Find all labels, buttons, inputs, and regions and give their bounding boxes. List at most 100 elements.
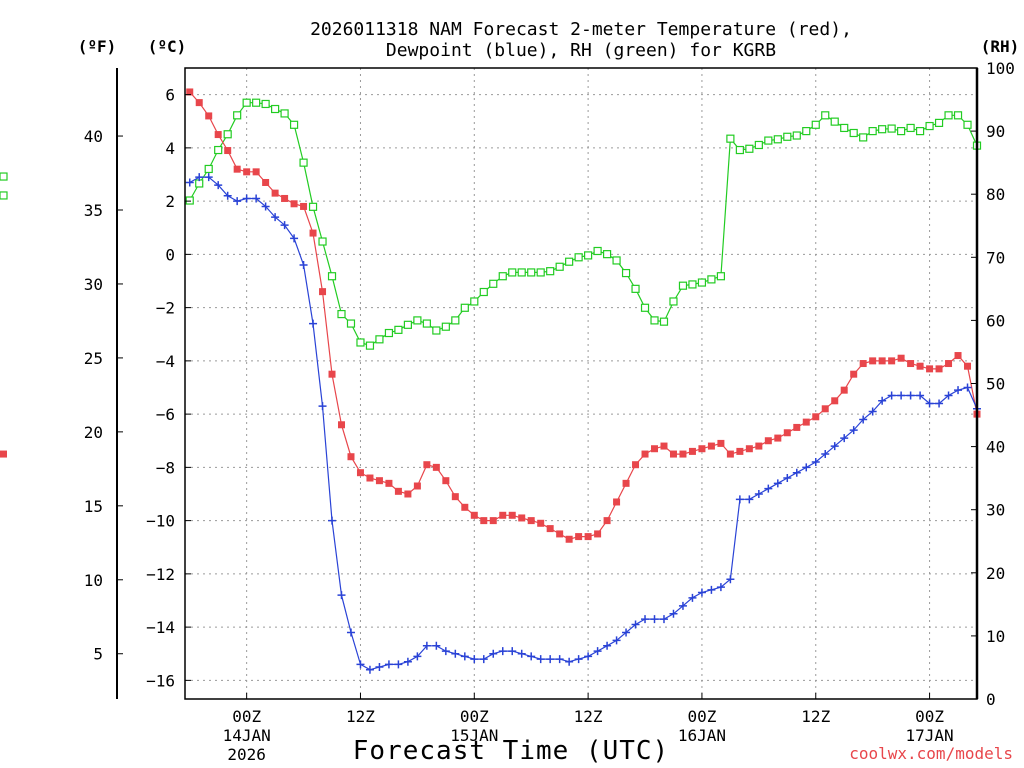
fahrenheit-tick-label: 35 xyxy=(84,201,103,220)
dewpoint-point xyxy=(821,450,830,459)
rh-point xyxy=(565,257,574,266)
temperature-point xyxy=(964,362,972,370)
celsius-tick-label: −2 xyxy=(156,299,175,318)
temperature-point xyxy=(651,445,659,453)
rh-point xyxy=(0,191,8,200)
dewpoint-point xyxy=(328,516,337,525)
celsius-tick-label: −10 xyxy=(146,512,175,531)
year-tick-label: 2026 xyxy=(227,745,266,764)
rh-point xyxy=(536,268,545,277)
dewpoint-point xyxy=(963,383,972,392)
temperature-point xyxy=(546,525,554,533)
temperature-point xyxy=(707,442,715,450)
dewpoint-point xyxy=(859,415,868,424)
temperature-point xyxy=(423,461,431,469)
temperature-point xyxy=(470,511,478,519)
dewpoint-point xyxy=(641,615,650,624)
dewpoint-point xyxy=(925,399,934,408)
temperature-point xyxy=(888,357,896,365)
rh-point xyxy=(859,133,868,142)
rh-point xyxy=(403,320,412,329)
rh-point xyxy=(394,325,403,334)
dewpoint-line xyxy=(189,176,978,671)
temperature-point xyxy=(432,463,440,471)
dewpoint-point xyxy=(650,615,659,624)
dewpoint-point xyxy=(697,588,706,597)
rh-point xyxy=(299,158,308,167)
rh-point xyxy=(821,111,830,120)
dewpoint-point xyxy=(460,652,469,661)
temperature-point xyxy=(613,498,621,506)
dewpoint-point xyxy=(555,655,564,664)
dewpoint-point xyxy=(337,591,346,600)
rh-point xyxy=(773,135,782,144)
temperature-point xyxy=(186,88,194,96)
rh-point xyxy=(830,117,839,126)
dewpoint-point xyxy=(280,221,289,230)
temperature-point xyxy=(907,360,915,368)
rh-unit-label: (RH) xyxy=(981,37,1020,56)
rh-point xyxy=(271,104,280,114)
rh-point xyxy=(517,268,526,277)
dewpoint-point xyxy=(309,319,318,328)
rh-point xyxy=(413,316,422,325)
rh-point xyxy=(792,131,801,140)
temperature-point xyxy=(281,194,289,202)
temperature-point xyxy=(224,147,232,155)
rh-tick-label: 10 xyxy=(986,627,1005,646)
rh-point xyxy=(944,111,953,120)
dewpoint-point xyxy=(252,194,261,203)
temperature-point xyxy=(480,517,488,525)
dewpoint-point xyxy=(204,173,213,182)
dewpoint-point xyxy=(318,402,327,411)
dewpoint-point xyxy=(223,191,232,200)
temperature-point xyxy=(669,450,677,458)
dewpoint-point xyxy=(764,484,773,493)
temperature-point xyxy=(233,165,241,173)
dewpoint-point xyxy=(878,396,887,405)
dewpoint-point xyxy=(593,647,602,656)
temperature-point xyxy=(499,511,507,519)
temperature-point xyxy=(745,445,753,453)
temperature-point xyxy=(954,352,962,360)
temperature-point xyxy=(812,413,820,421)
dewpoint-point xyxy=(470,655,479,664)
temperature-point xyxy=(394,487,402,495)
rh-point xyxy=(242,98,251,107)
rh-point xyxy=(754,140,763,150)
dewpoint-point xyxy=(185,178,194,187)
dewpoint-point xyxy=(403,657,412,666)
celsius-tick-label: 2 xyxy=(165,192,175,211)
dewpoint-point xyxy=(745,495,754,504)
temperature-point xyxy=(508,511,516,519)
dewpoint-point xyxy=(612,636,621,645)
celsius-tick-labels: −16 −14 −12 −10 −8 −6 −4 −2 0 2 4 6 xyxy=(146,86,191,690)
rh-point xyxy=(346,319,356,328)
dewpoint-point xyxy=(290,234,299,243)
dewpoint-point xyxy=(792,468,801,477)
rh-point xyxy=(384,328,394,338)
rh-point xyxy=(574,253,583,262)
x-axis-title: Forecast Time (UTC) xyxy=(353,736,669,766)
rh-point xyxy=(849,128,858,138)
dewpoint-point xyxy=(678,601,687,610)
celsius-tick-label: −14 xyxy=(146,618,175,637)
time-tick-label: 12Z xyxy=(801,707,830,726)
rh-point xyxy=(621,268,631,278)
rh-point xyxy=(498,272,507,281)
celsius-tick-label: −4 xyxy=(156,352,175,371)
temperature-point xyxy=(594,530,602,538)
temperature-point xyxy=(338,421,346,429)
dewpoint-point xyxy=(916,391,925,400)
temperature-point xyxy=(859,360,867,368)
rh-point xyxy=(185,196,194,205)
temperature-point xyxy=(328,370,336,378)
time-tick-label: 12Z xyxy=(346,707,375,726)
temperature-point xyxy=(243,168,251,176)
rh-point xyxy=(906,123,915,133)
rh-point xyxy=(280,109,289,118)
dewpoint-point xyxy=(897,391,906,400)
time-tick-label: 00Z xyxy=(460,707,489,726)
